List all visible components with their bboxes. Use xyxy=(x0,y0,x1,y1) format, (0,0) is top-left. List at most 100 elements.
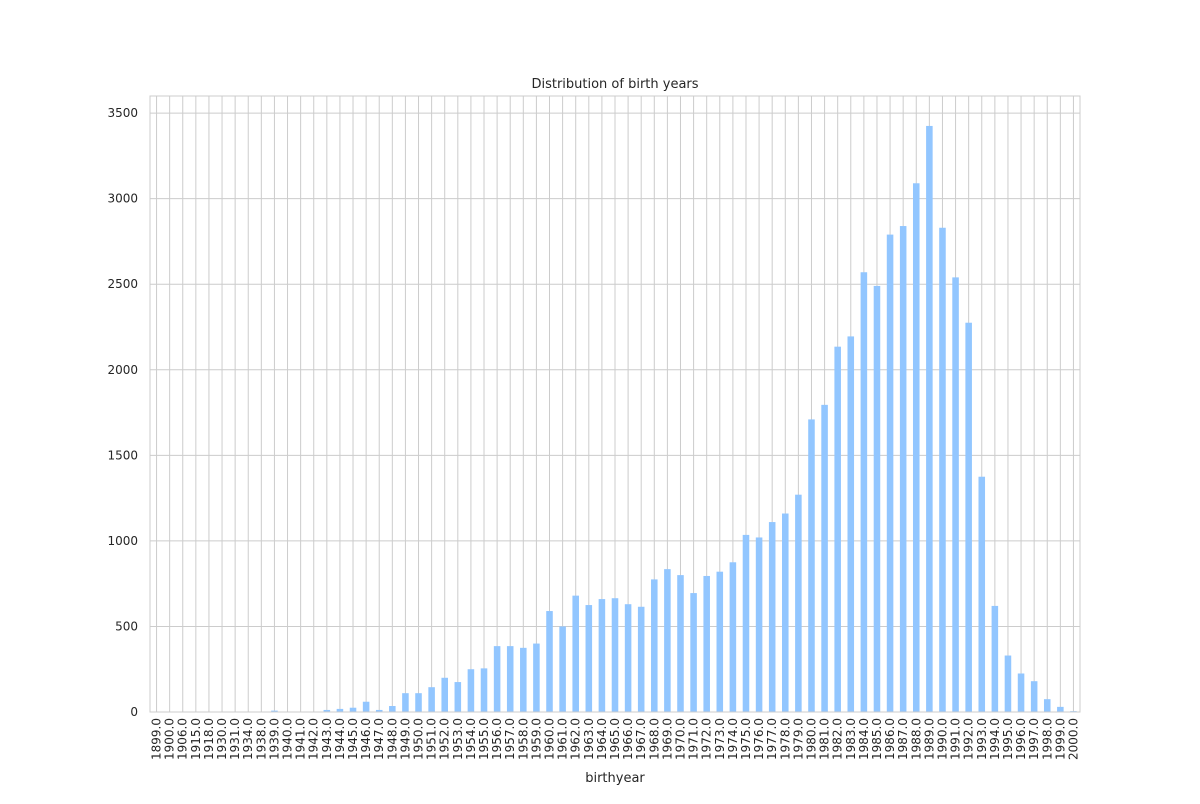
bar-1975.0 xyxy=(743,535,750,712)
bar-1974.0 xyxy=(730,562,737,712)
x-tick-label: 1900.0 xyxy=(163,718,177,760)
x-tick-label: 1983.0 xyxy=(844,718,858,760)
bar-1993.0 xyxy=(978,477,985,712)
x-tick-label: 1981.0 xyxy=(818,718,832,760)
x-tick-label: 1973.0 xyxy=(713,718,727,760)
bar-1989.0 xyxy=(926,126,933,712)
bar-1945.0 xyxy=(350,708,357,712)
x-tick-label: 1954.0 xyxy=(464,718,478,760)
bar-1951.0 xyxy=(428,687,435,712)
x-tick-label: 1968.0 xyxy=(647,718,661,760)
x-tick-label: 2000.0 xyxy=(1066,718,1080,760)
x-tick-label: 1964.0 xyxy=(595,718,609,760)
bar-1953.0 xyxy=(455,682,462,712)
x-tick-label: 1940.0 xyxy=(281,718,295,760)
x-tick-label: 1951.0 xyxy=(425,718,439,760)
bar-1987.0 xyxy=(900,226,907,712)
y-tick-label: 500 xyxy=(115,619,138,633)
x-tick-label: 1982.0 xyxy=(831,718,845,760)
x-tick-label: 1953.0 xyxy=(451,718,465,760)
x-tick-label: 1950.0 xyxy=(412,718,426,760)
x-tick-label: 1906.0 xyxy=(176,718,190,760)
bar-1977.0 xyxy=(769,522,776,712)
x-tick-label: 1990.0 xyxy=(935,718,949,760)
bar-1961.0 xyxy=(559,626,566,712)
y-tick-label: 3000 xyxy=(107,192,138,206)
bar-1960.0 xyxy=(546,611,553,712)
bar-1995.0 xyxy=(1005,656,1012,712)
x-tick-label: 1966.0 xyxy=(621,718,635,760)
bar-1957.0 xyxy=(507,646,514,712)
bar-1982.0 xyxy=(834,347,841,712)
x-tick-label: 1958.0 xyxy=(516,718,530,760)
x-tick-label: 1915.0 xyxy=(189,718,203,760)
y-tick-label: 1000 xyxy=(107,534,138,548)
y-tick-label: 1500 xyxy=(107,448,138,462)
bar-1955.0 xyxy=(481,668,488,712)
x-tick-label: 1934.0 xyxy=(241,718,255,760)
bar-1949.0 xyxy=(402,693,409,712)
x-tick-label: 1974.0 xyxy=(726,718,740,760)
bar-1970.0 xyxy=(677,575,684,712)
bar-1998.0 xyxy=(1044,699,1051,712)
x-tick-label: 1938.0 xyxy=(254,718,268,760)
x-tick-label: 1987.0 xyxy=(896,718,910,760)
bar-1996.0 xyxy=(1018,674,1025,713)
bar-1978.0 xyxy=(782,514,789,712)
x-tick-label: 1997.0 xyxy=(1027,718,1041,760)
y-tick-label: 3500 xyxy=(107,106,138,120)
bar-1980.0 xyxy=(808,419,815,712)
bar-1981.0 xyxy=(821,405,828,712)
x-tick-label: 1989.0 xyxy=(922,718,936,760)
x-tick-label: 1967.0 xyxy=(634,718,648,760)
bar-1973.0 xyxy=(717,572,724,712)
x-tick-label: 1991.0 xyxy=(949,718,963,760)
x-tick-label: 1948.0 xyxy=(385,718,399,760)
x-tick-label: 1971.0 xyxy=(687,718,701,760)
x-tick-label: 1941.0 xyxy=(294,718,308,760)
chart-title: Distribution of birth years xyxy=(531,77,698,92)
bar-1971.0 xyxy=(690,593,697,712)
bar-1999.0 xyxy=(1057,707,1064,712)
x-tick-label: 1972.0 xyxy=(700,718,714,760)
x-tick-label: 1998.0 xyxy=(1040,718,1054,760)
x-tick-label: 1999.0 xyxy=(1053,718,1067,760)
x-tick-label: 1988.0 xyxy=(909,718,923,760)
bar-1986.0 xyxy=(887,235,894,712)
bar-1958.0 xyxy=(520,648,527,712)
bar-1992.0 xyxy=(965,323,972,712)
bar-1954.0 xyxy=(468,669,475,712)
x-tick-label: 1960.0 xyxy=(543,718,557,760)
x-tick-label: 1963.0 xyxy=(582,718,596,760)
bar-1965.0 xyxy=(612,598,619,712)
bar-1956.0 xyxy=(494,646,501,712)
y-tick-label: 2000 xyxy=(107,363,138,377)
bar-1997.0 xyxy=(1031,681,1038,712)
x-tick-label: 1946.0 xyxy=(359,718,373,760)
bar-1959.0 xyxy=(533,644,540,712)
x-tick-label: 1957.0 xyxy=(503,718,517,760)
x-tick-label: 1965.0 xyxy=(608,718,622,760)
x-tick-label: 1980.0 xyxy=(804,718,818,760)
x-tick-label: 1939.0 xyxy=(267,718,281,760)
bar-1952.0 xyxy=(441,678,448,712)
x-tick-label: 1930.0 xyxy=(215,718,229,760)
y-tick-label: 0 xyxy=(130,705,138,719)
x-tick-label: 1961.0 xyxy=(556,718,570,760)
x-tick-label: 1994.0 xyxy=(988,718,1002,760)
x-tick-label: 1949.0 xyxy=(398,718,412,760)
x-tick-label: 1986.0 xyxy=(883,718,897,760)
x-tick-label: 1985.0 xyxy=(870,718,884,760)
bar-1984.0 xyxy=(861,272,868,712)
bar-1991.0 xyxy=(952,277,959,712)
x-tick-label: 1945.0 xyxy=(346,718,360,760)
x-tick-label: 1956.0 xyxy=(490,718,504,760)
x-tick-label: 1984.0 xyxy=(857,718,871,760)
bar-1979.0 xyxy=(795,495,802,712)
bar-1976.0 xyxy=(756,537,763,712)
bar-1964.0 xyxy=(599,599,606,712)
x-tick-label: 1947.0 xyxy=(372,718,386,760)
